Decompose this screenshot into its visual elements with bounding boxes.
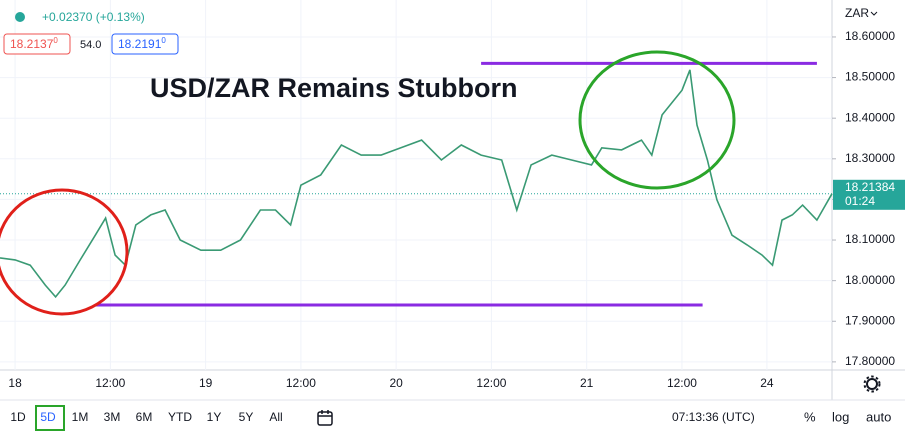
red-circle bbox=[0, 188, 129, 316]
price-line bbox=[0, 69, 833, 299]
range-button[interactable]: 1Y bbox=[207, 410, 222, 424]
y-tick-label: 18.30000 bbox=[845, 151, 895, 165]
range-button[interactable]: 5Y bbox=[239, 410, 254, 424]
auto-toggle[interactable]: auto bbox=[866, 409, 891, 424]
ask-fraction: 0 bbox=[161, 36, 166, 45]
last-price-label: 18.21384 bbox=[845, 180, 895, 194]
x-tick-label: 21 bbox=[580, 376, 594, 390]
calendar-icon[interactable] bbox=[317, 410, 333, 426]
y-tick-label: 18.60000 bbox=[845, 29, 895, 43]
ask-box bbox=[111, 33, 179, 55]
range-button[interactable]: 1D bbox=[10, 410, 26, 424]
x-tick-label: 20 bbox=[389, 376, 403, 390]
last-price-box bbox=[833, 179, 905, 210]
chart-title: USD/ZAR Remains Stubborn bbox=[150, 73, 518, 103]
ask-price: 18.2191 bbox=[118, 37, 162, 51]
percent-toggle[interactable]: % bbox=[804, 409, 816, 424]
countdown-label: 01:24 bbox=[845, 194, 875, 208]
y-tick-label: 17.90000 bbox=[845, 313, 895, 327]
spread: 54.0 bbox=[80, 39, 101, 51]
plot-area bbox=[0, 0, 833, 370]
change: +0.02370 (+0.13%) bbox=[42, 10, 145, 24]
status-dot bbox=[15, 12, 25, 22]
y-tick-label: 18.00000 bbox=[845, 273, 895, 287]
log-toggle[interactable]: log bbox=[832, 409, 849, 424]
y-tick-label: 18.40000 bbox=[845, 110, 895, 124]
x-tick-label: 19 bbox=[199, 376, 213, 390]
range-button[interactable]: All bbox=[269, 410, 282, 424]
selected-range-box bbox=[35, 405, 65, 431]
range-button[interactable]: 5D bbox=[40, 410, 56, 424]
x-tick-label: 18 bbox=[8, 376, 22, 390]
clock: 07:13:36 (UTC) bbox=[672, 410, 755, 424]
x-tick-label: 24 bbox=[760, 376, 774, 390]
currency-caret bbox=[870, 11, 878, 16]
bid-price: 18.2137 bbox=[10, 37, 54, 51]
y-tick-label: 18.10000 bbox=[845, 232, 895, 246]
range-button[interactable]: 3M bbox=[104, 410, 121, 424]
bid: 18.21370 bbox=[10, 36, 58, 51]
ask: 18.21910 bbox=[118, 36, 166, 51]
settings-icon[interactable] bbox=[863, 375, 881, 393]
y-tick-label: 17.80000 bbox=[845, 354, 895, 368]
x-tick-label: 12:00 bbox=[286, 376, 316, 390]
range-button[interactable]: 6M bbox=[136, 410, 153, 424]
currency[interactable]: ZAR bbox=[845, 6, 869, 20]
x-tick-label: 12:00 bbox=[476, 376, 506, 390]
x-tick-label: 12:00 bbox=[95, 376, 125, 390]
bid-box bbox=[3, 33, 71, 55]
x-tick-label: 12:00 bbox=[667, 376, 697, 390]
bid-fraction: 0 bbox=[53, 36, 58, 45]
range-button[interactable]: 1M bbox=[72, 410, 89, 424]
y-tick-label: 18.50000 bbox=[845, 70, 895, 84]
green-circle bbox=[578, 50, 736, 190]
range-button[interactable]: YTD bbox=[168, 410, 192, 424]
